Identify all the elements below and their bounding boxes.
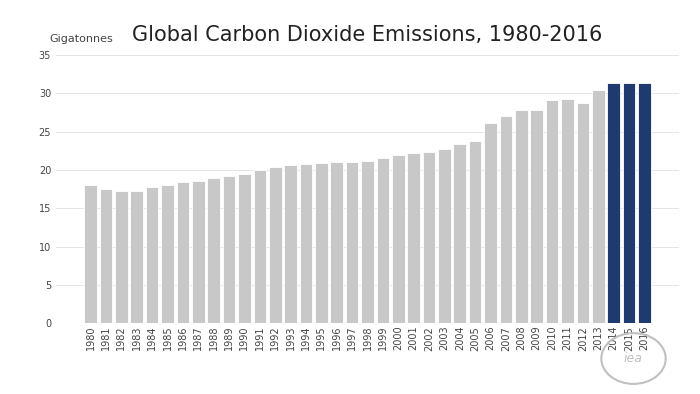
Bar <box>84 185 97 323</box>
Bar <box>638 83 651 323</box>
Bar <box>531 110 543 323</box>
Bar <box>454 144 466 323</box>
Bar <box>438 149 451 323</box>
Bar <box>392 155 405 323</box>
Bar <box>146 187 158 323</box>
Bar <box>546 100 559 323</box>
Bar <box>161 184 174 323</box>
Bar <box>407 153 420 323</box>
Bar <box>423 152 435 323</box>
Bar <box>330 162 343 323</box>
Bar <box>253 170 266 323</box>
Bar <box>269 167 281 323</box>
Text: iea: iea <box>624 352 643 365</box>
Bar <box>561 99 574 323</box>
Bar <box>469 141 482 323</box>
Title: Global Carbon Dioxide Emissions, 1980-2016: Global Carbon Dioxide Emissions, 1980-20… <box>132 25 603 45</box>
Bar <box>176 182 189 323</box>
Bar <box>315 163 328 323</box>
Bar <box>223 176 235 323</box>
Bar <box>207 178 220 323</box>
Bar <box>623 83 636 323</box>
Bar <box>130 191 143 323</box>
Bar <box>515 110 528 323</box>
Bar <box>377 158 389 323</box>
Bar <box>99 189 112 323</box>
Bar <box>361 161 374 323</box>
Bar <box>238 174 251 323</box>
Bar <box>115 191 127 323</box>
Bar <box>608 83 620 323</box>
Bar <box>346 162 358 323</box>
Bar <box>484 123 497 323</box>
Bar <box>577 103 589 323</box>
Bar <box>284 165 297 323</box>
Bar <box>500 116 512 323</box>
Text: Gigatonnes: Gigatonnes <box>50 34 113 44</box>
Bar <box>300 164 312 323</box>
Bar <box>592 90 605 323</box>
Bar <box>192 181 204 323</box>
